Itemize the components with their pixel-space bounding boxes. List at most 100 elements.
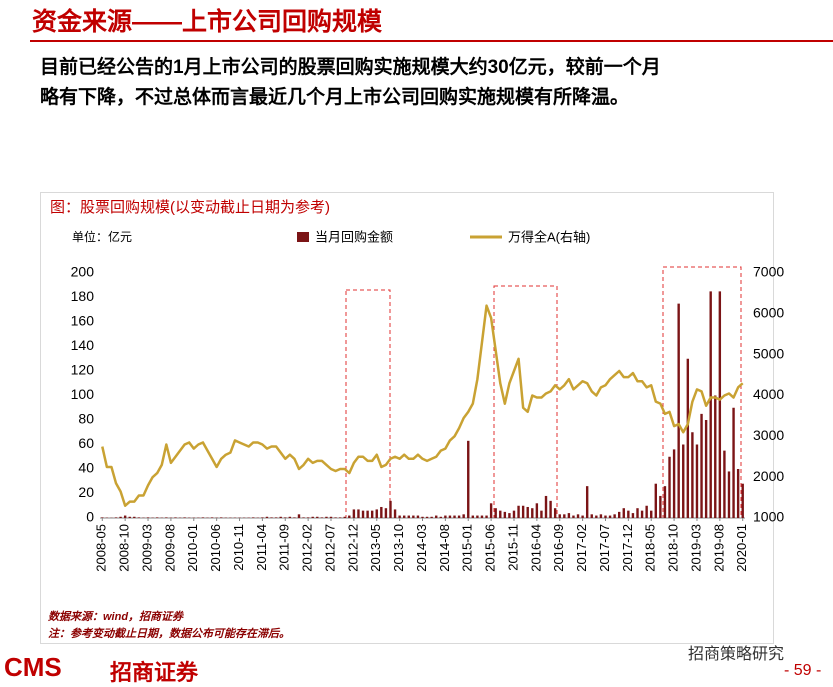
x-tick-label: 2016-04 xyxy=(528,524,543,572)
bar xyxy=(508,513,510,518)
bar xyxy=(568,513,570,518)
bar xyxy=(641,511,643,518)
bar xyxy=(293,517,295,518)
bar xyxy=(339,517,341,518)
bar xyxy=(371,511,373,518)
bar xyxy=(504,512,506,518)
y-tick-label: 20 xyxy=(78,484,94,500)
bar xyxy=(115,517,117,518)
bar xyxy=(668,457,670,518)
bar xyxy=(632,513,634,518)
bar xyxy=(705,420,707,518)
bar xyxy=(289,517,291,518)
bar xyxy=(156,517,158,518)
x-tick-label: 2017-07 xyxy=(597,524,612,572)
line xyxy=(102,306,742,506)
legend-label: 万得全A(右轴) xyxy=(508,229,590,244)
bar xyxy=(316,517,318,518)
y2-tick-label: 1000 xyxy=(753,509,784,525)
bar xyxy=(174,517,176,518)
bar xyxy=(344,517,346,518)
bar xyxy=(440,517,442,518)
x-tick-label: 2013-10 xyxy=(391,524,406,572)
bar xyxy=(435,516,437,518)
bar xyxy=(348,516,350,518)
legend-swatch xyxy=(297,232,309,242)
bar xyxy=(691,432,693,518)
bar xyxy=(284,517,286,518)
page-number: - 59 - xyxy=(784,662,821,680)
bar xyxy=(202,517,204,518)
bar xyxy=(321,517,323,518)
y-tick-label: 140 xyxy=(71,337,95,353)
bar xyxy=(517,506,519,518)
bar xyxy=(481,516,483,518)
x-tick-label: 2014-08 xyxy=(437,524,452,572)
unit-label: 单位：亿元 xyxy=(72,229,132,244)
legend-label: 当月回购金额 xyxy=(315,229,393,244)
x-tick-label: 2008-10 xyxy=(117,524,132,572)
x-tick-label: 2012-12 xyxy=(345,524,360,572)
highlight-box xyxy=(346,290,390,518)
bar xyxy=(211,517,213,518)
bar xyxy=(270,517,272,518)
chart-title: 图：股票回购规模(以变动截止日期为参考) xyxy=(50,199,330,216)
bar xyxy=(138,517,140,518)
x-tick-label: 2015-11 xyxy=(505,524,520,571)
y-tick-label: 100 xyxy=(71,386,95,402)
bar xyxy=(101,517,103,518)
bar xyxy=(719,291,721,518)
x-tick-label: 2015-01 xyxy=(460,524,475,572)
x-tick-label: 2019-08 xyxy=(711,524,726,572)
bar xyxy=(636,508,638,518)
bar xyxy=(655,484,657,518)
bar xyxy=(490,503,492,518)
y2-tick-label: 7000 xyxy=(753,264,784,280)
x-tick-label: 2016-09 xyxy=(551,524,566,572)
bar xyxy=(362,511,364,518)
bar xyxy=(385,508,387,518)
bar xyxy=(307,517,309,518)
bar xyxy=(618,512,620,518)
bar xyxy=(444,516,446,518)
wechat-account: 招商策略研究 xyxy=(688,640,784,664)
y-tick-label: 120 xyxy=(71,362,95,378)
bar xyxy=(417,516,419,518)
bar xyxy=(600,514,602,518)
bar xyxy=(559,514,561,518)
x-tick-label: 2009-08 xyxy=(162,524,177,572)
x-tick-label: 2014-03 xyxy=(414,524,429,572)
bar xyxy=(449,516,451,518)
bar xyxy=(252,517,254,518)
y2-tick-label: 4000 xyxy=(753,386,784,402)
footnote: 注：参考变动截止日期，数据公布可能存在滞后。 xyxy=(48,625,290,641)
bar xyxy=(298,514,300,518)
x-tick-label: 2013-05 xyxy=(368,524,383,572)
y2-tick-label: 6000 xyxy=(753,305,784,321)
y-tick-label: 200 xyxy=(71,264,95,280)
bar xyxy=(266,517,268,518)
bar xyxy=(586,486,588,518)
bar xyxy=(677,304,679,518)
y-tick-label: 160 xyxy=(71,313,95,329)
bar xyxy=(531,508,533,518)
bar xyxy=(394,509,396,518)
bar xyxy=(604,516,606,518)
bar xyxy=(403,516,405,518)
x-tick-label: 2010-01 xyxy=(185,524,200,572)
bar xyxy=(536,503,538,518)
x-tick-label: 2017-02 xyxy=(574,524,589,572)
bar xyxy=(380,507,382,518)
y2-tick-label: 3000 xyxy=(753,427,784,443)
bar xyxy=(572,516,574,518)
bar xyxy=(376,509,378,518)
bar xyxy=(421,517,423,518)
bar xyxy=(577,514,579,518)
x-tick-label: 2011-04 xyxy=(254,524,269,571)
bar xyxy=(353,509,355,518)
x-tick-label: 2018-05 xyxy=(643,524,658,572)
x-tick-label: 2012-07 xyxy=(322,524,337,572)
x-tick-label: 2017-12 xyxy=(620,524,635,572)
bar xyxy=(119,517,121,518)
